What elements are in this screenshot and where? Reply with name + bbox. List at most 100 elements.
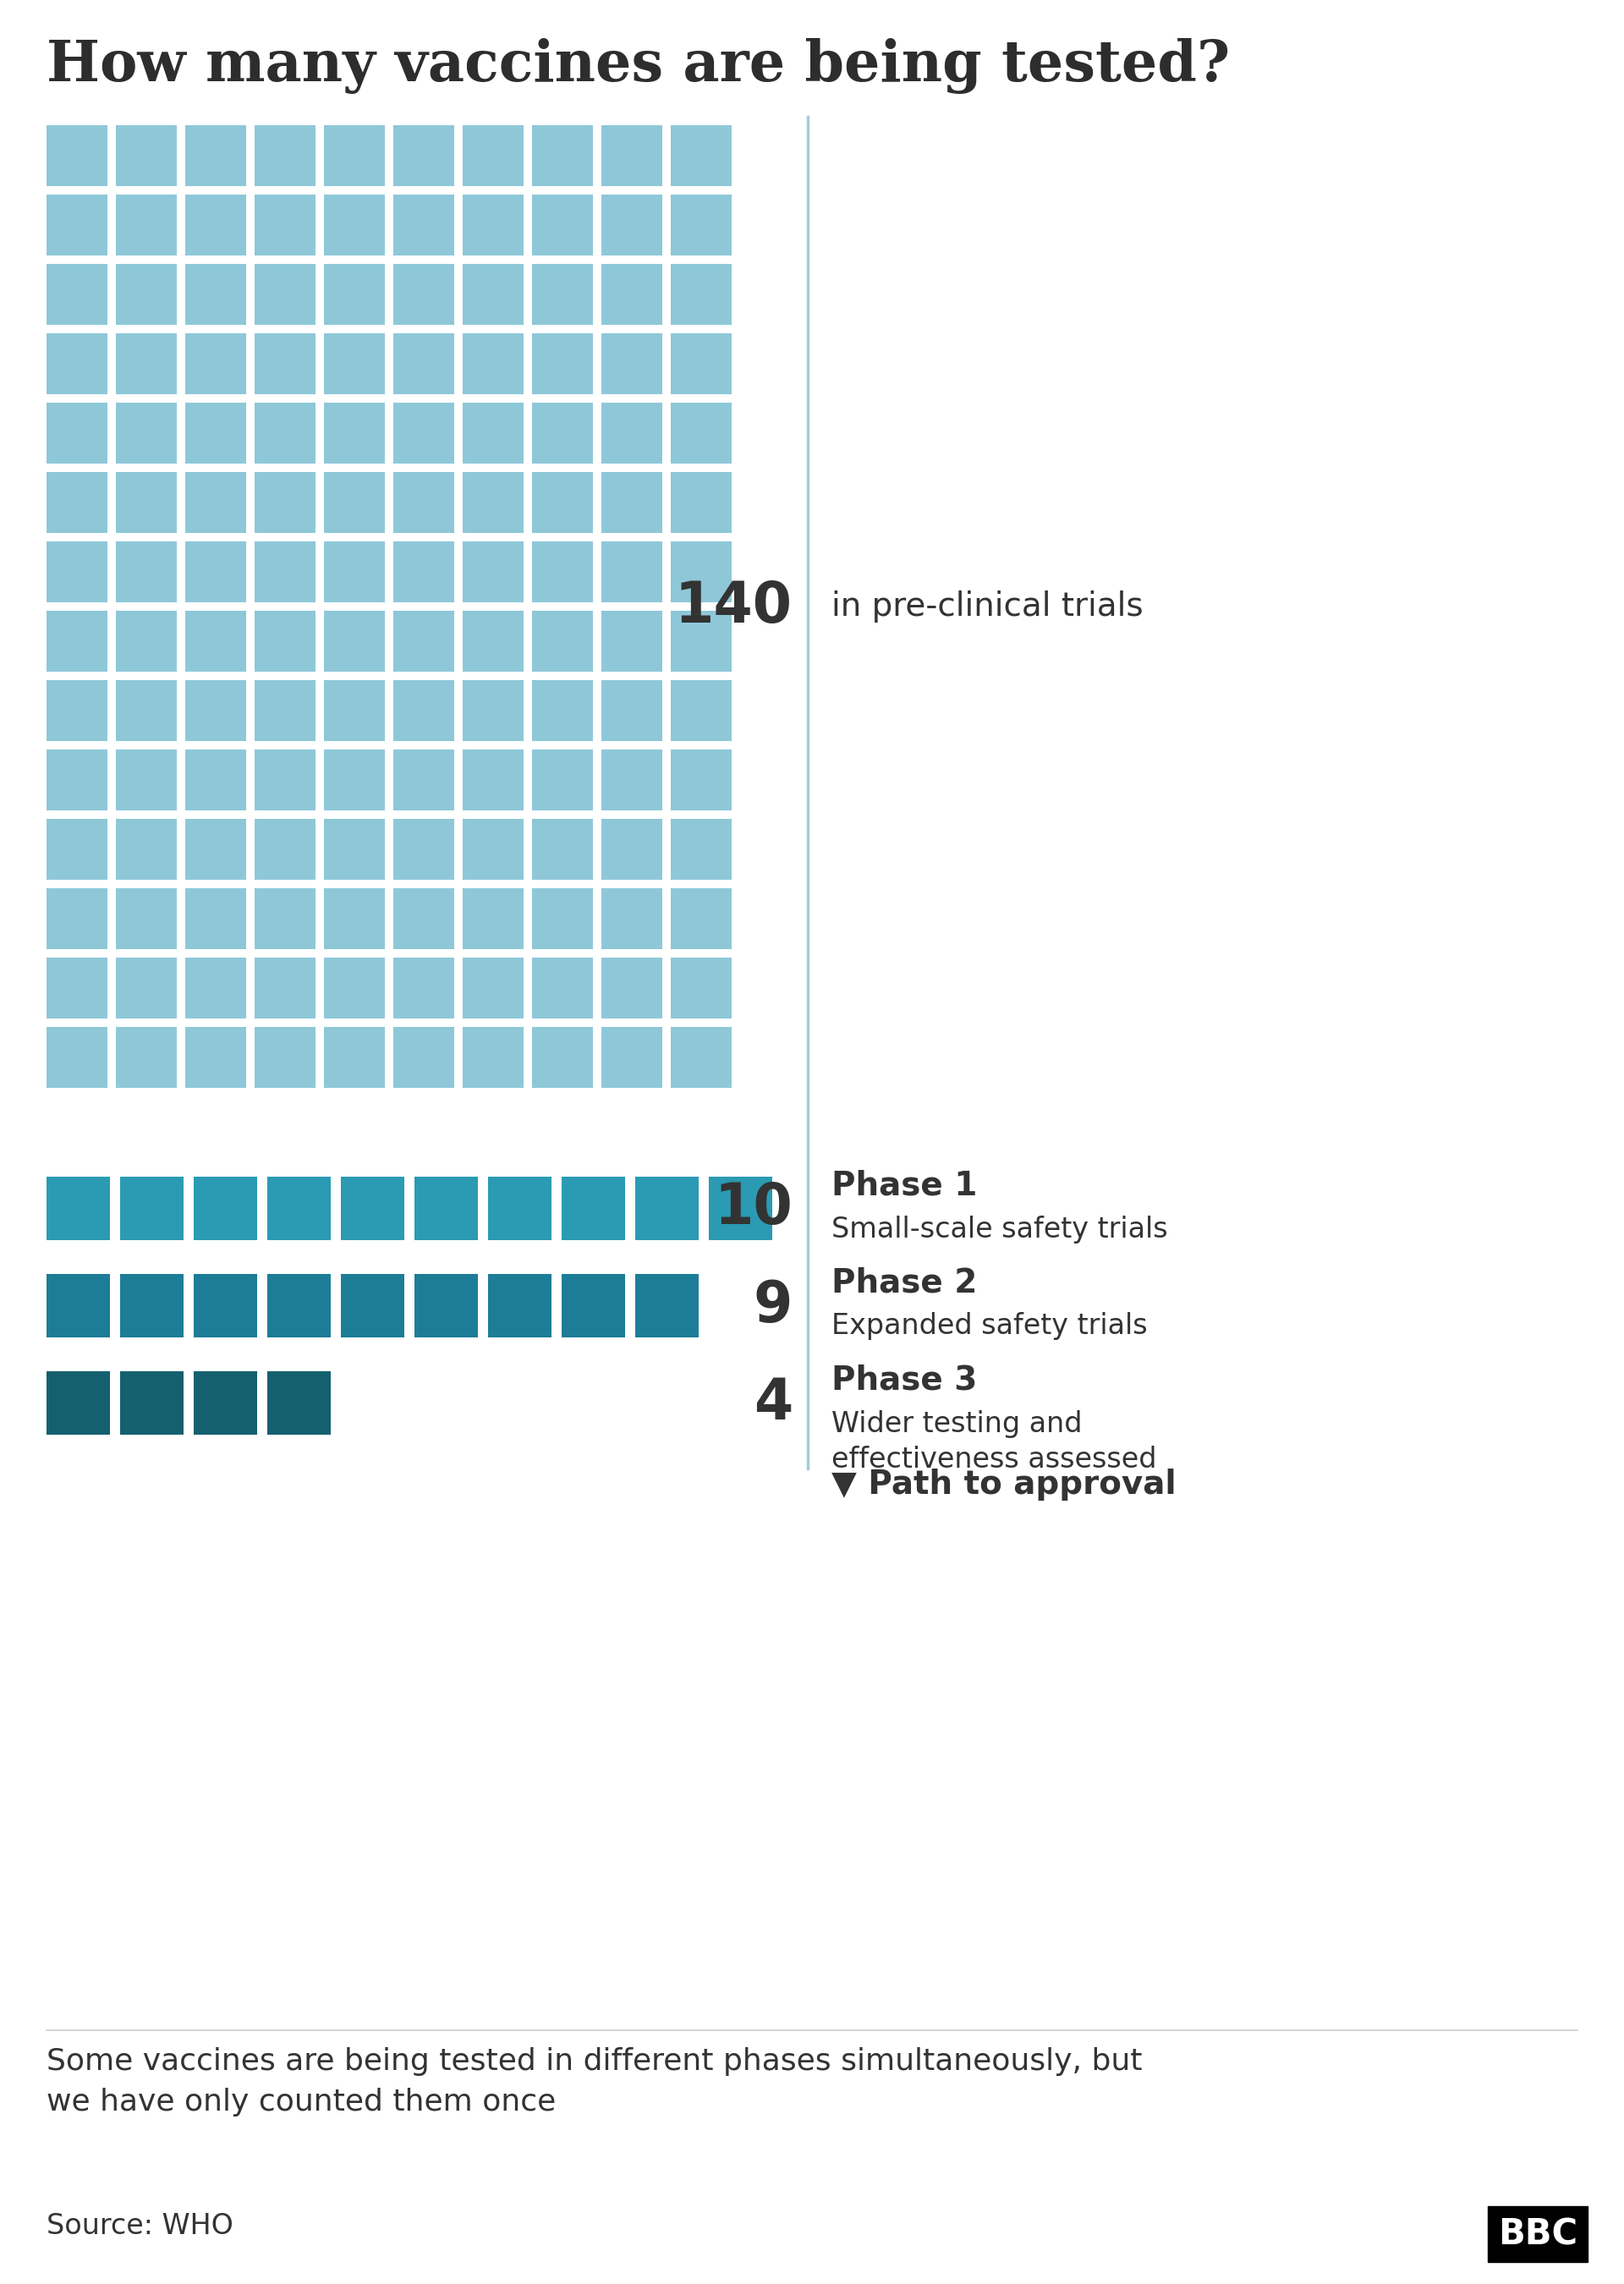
Bar	[671, 888, 732, 950]
Bar	[393, 957, 455, 1019]
Bar	[463, 1028, 523, 1087]
Bar	[115, 888, 177, 950]
Bar	[562, 1176, 625, 1240]
Bar	[533, 957, 593, 1019]
Bar	[47, 265, 107, 324]
Bar	[393, 749, 455, 811]
Bar	[671, 957, 732, 1019]
Bar	[115, 957, 177, 1019]
Bar	[601, 402, 663, 464]
Bar	[255, 473, 315, 532]
Text: 10: 10	[715, 1181, 793, 1236]
Text: Expanded safety trials: Expanded safety trials	[831, 1313, 1148, 1341]
Bar	[463, 333, 523, 395]
Bar	[601, 194, 663, 256]
Bar	[255, 610, 315, 671]
Bar	[47, 1274, 110, 1338]
Bar	[671, 473, 732, 532]
Bar	[47, 957, 107, 1019]
Bar	[601, 749, 663, 811]
Bar	[47, 333, 107, 395]
Bar	[185, 610, 247, 671]
Bar	[671, 126, 732, 185]
Bar	[115, 126, 177, 185]
Bar	[323, 681, 385, 740]
Bar	[47, 749, 107, 811]
Bar	[533, 194, 593, 256]
Bar	[323, 749, 385, 811]
Text: Wider testing and
effectiveness assessed: Wider testing and effectiveness assessed	[831, 1409, 1156, 1473]
Bar	[601, 957, 663, 1019]
Bar	[185, 541, 247, 603]
Bar	[323, 610, 385, 671]
Bar	[533, 473, 593, 532]
Text: ▼ Path to approval: ▼ Path to approval	[831, 1469, 1176, 1501]
Bar	[393, 126, 455, 185]
Text: BBC: BBC	[1497, 2215, 1577, 2252]
Bar	[533, 610, 593, 671]
Bar	[268, 1176, 331, 1240]
Bar	[393, 610, 455, 671]
Bar	[185, 749, 247, 811]
Bar	[601, 1028, 663, 1087]
Bar	[185, 265, 247, 324]
Bar	[47, 1028, 107, 1087]
Bar	[185, 194, 247, 256]
Bar	[671, 1028, 732, 1087]
Bar	[120, 1370, 184, 1434]
Bar	[489, 1274, 552, 1338]
Bar	[533, 888, 593, 950]
Bar	[47, 541, 107, 603]
Bar	[47, 473, 107, 532]
Bar	[47, 194, 107, 256]
Bar	[463, 749, 523, 811]
Bar	[115, 610, 177, 671]
Bar	[341, 1274, 404, 1338]
Bar	[463, 473, 523, 532]
Bar	[533, 265, 593, 324]
Bar	[463, 541, 523, 603]
Bar	[255, 957, 315, 1019]
Bar	[671, 333, 732, 395]
Bar	[671, 265, 732, 324]
Bar	[533, 681, 593, 740]
Bar	[120, 1176, 184, 1240]
Text: Small-scale safety trials: Small-scale safety trials	[831, 1215, 1168, 1242]
Bar	[533, 1028, 593, 1087]
Bar	[533, 820, 593, 879]
Bar	[255, 402, 315, 464]
Text: 9: 9	[754, 1277, 793, 1334]
Bar	[255, 333, 315, 395]
Bar	[323, 820, 385, 879]
Bar	[255, 194, 315, 256]
Bar	[323, 333, 385, 395]
Bar	[115, 402, 177, 464]
Bar	[393, 194, 455, 256]
Bar	[268, 1274, 331, 1338]
Bar	[533, 126, 593, 185]
Bar	[393, 1028, 455, 1087]
Bar	[115, 681, 177, 740]
Bar	[601, 610, 663, 671]
Bar	[414, 1274, 477, 1338]
Bar	[185, 473, 247, 532]
Bar	[463, 957, 523, 1019]
Bar	[115, 820, 177, 879]
Bar	[601, 126, 663, 185]
Bar	[193, 1274, 257, 1338]
Text: 4: 4	[754, 1375, 793, 1430]
Bar	[193, 1370, 257, 1434]
Bar	[463, 610, 523, 671]
Bar	[47, 610, 107, 671]
Bar	[185, 402, 247, 464]
Text: Source: WHO: Source: WHO	[47, 2213, 234, 2241]
Bar	[463, 681, 523, 740]
Bar	[185, 888, 247, 950]
Bar	[671, 749, 732, 811]
Bar	[323, 957, 385, 1019]
Bar	[255, 888, 315, 950]
Bar	[601, 541, 663, 603]
Bar	[533, 749, 593, 811]
Bar	[185, 957, 247, 1019]
Bar	[115, 541, 177, 603]
